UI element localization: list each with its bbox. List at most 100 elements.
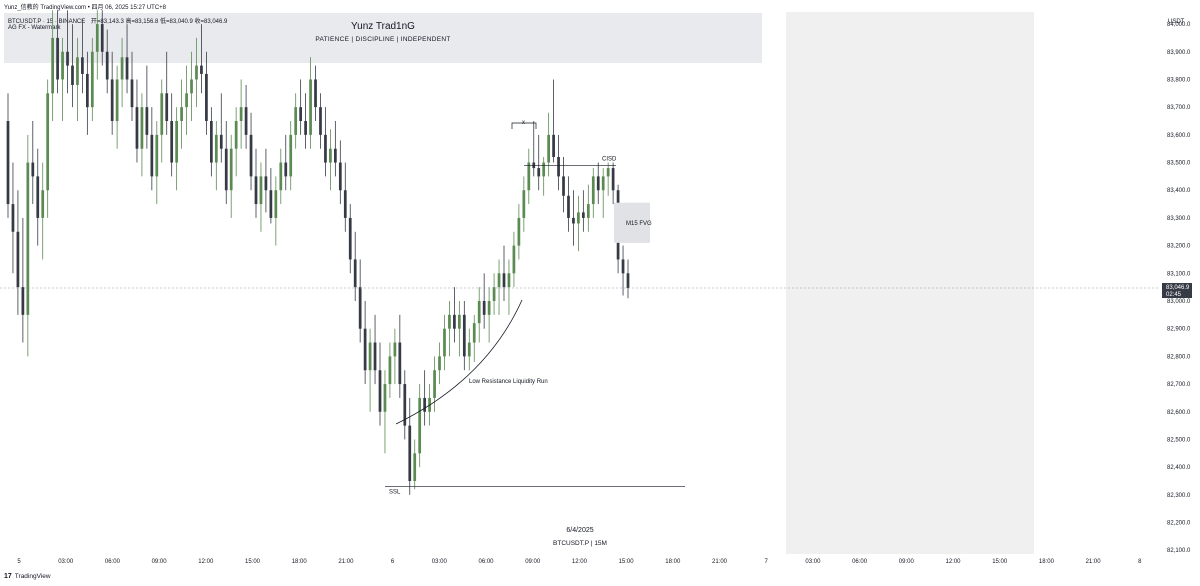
time-tick-label: 06:00 xyxy=(105,559,121,565)
price-tick-label: 83,600.0 xyxy=(1167,133,1191,139)
price-tick-label: 83,800.0 xyxy=(1167,77,1191,83)
candle-body xyxy=(150,134,154,177)
candle-body xyxy=(418,397,422,454)
liquidity-run-curve[interactable] xyxy=(395,299,523,425)
candle-body xyxy=(462,314,466,357)
candle-body xyxy=(542,162,546,177)
candle-body xyxy=(160,93,164,135)
candle-body xyxy=(626,273,630,289)
candle-body xyxy=(348,217,352,260)
candle-body xyxy=(552,134,555,157)
x-bracket xyxy=(511,122,537,129)
time-tick-label: 18:00 xyxy=(665,559,681,565)
time-tick-label: 03:00 xyxy=(432,559,448,565)
indicator-legend[interactable]: AG FX - Watermark xyxy=(8,25,61,31)
candle-body xyxy=(155,134,159,177)
candle-body xyxy=(239,107,243,121)
candle-body xyxy=(368,342,372,371)
candle-body xyxy=(269,190,273,218)
candle-series xyxy=(6,10,630,495)
candle-body xyxy=(259,176,263,205)
time-tick-label: 06:00 xyxy=(478,559,494,565)
candle-body xyxy=(289,134,293,177)
time-tick-label: 06:00 xyxy=(852,559,868,565)
price-tick-label: 83,200.0 xyxy=(1167,244,1191,250)
candle-body xyxy=(319,107,322,135)
annotations-layer: M15 FVG CISD SSL Low Resistance Liquidit… xyxy=(385,120,685,496)
candle-body xyxy=(343,190,347,218)
candle-body xyxy=(324,134,327,163)
candle-body xyxy=(105,51,109,80)
candle-body xyxy=(120,57,124,80)
price-axis[interactable]: USDT 84,000.0 83,900.0 83,800.0 83,700.0 83,… xyxy=(1167,19,1191,554)
candle-body xyxy=(26,162,30,315)
fvg-label: M15 FVG xyxy=(626,221,652,227)
candle-body xyxy=(6,121,10,205)
price-tick-label: 83,300.0 xyxy=(1167,216,1191,222)
candle-body xyxy=(443,328,446,357)
candle-body xyxy=(621,259,625,274)
current-price-value: 83,046.9 xyxy=(1166,285,1190,291)
symbol-legend[interactable]: BTCUSDT.P · 15 · BINANCE 开=83,143.3 高=83… xyxy=(8,16,231,25)
candle-body xyxy=(363,328,367,371)
time-tick-label: 21:00 xyxy=(1086,559,1102,565)
candle-body xyxy=(76,57,79,85)
price-tick-label: 82,900.0 xyxy=(1167,327,1191,333)
candle-body xyxy=(200,65,203,74)
candle-body xyxy=(294,107,298,135)
candle-body xyxy=(403,384,407,426)
current-price-label: 83,046.9 02:45 xyxy=(1162,283,1192,299)
candle-body xyxy=(522,190,526,218)
candle-body xyxy=(467,342,471,357)
candle-body xyxy=(110,79,114,121)
liquidity-run-label: Low Resistance Liquidity Run xyxy=(469,379,548,385)
candle-body xyxy=(487,301,491,315)
future-shaded-zone xyxy=(786,12,1034,554)
candle-body xyxy=(46,93,50,191)
candle-body xyxy=(433,370,436,398)
banner-title: Yunz Trad1nG xyxy=(351,21,415,32)
candle-body xyxy=(309,79,312,135)
price-tick-label: 83,100.0 xyxy=(1167,271,1191,277)
time-tick-label: 15:00 xyxy=(619,559,635,565)
time-tick-label: 5 xyxy=(17,559,21,565)
candle-body xyxy=(115,79,119,121)
candle-body xyxy=(408,425,412,481)
candle-body xyxy=(423,397,427,412)
fvg-box[interactable] xyxy=(614,202,650,243)
time-tick-label: 6 xyxy=(391,559,395,565)
tradingview-brand[interactable]: 17 TradingView xyxy=(4,573,51,580)
candle-body xyxy=(333,148,337,163)
symbol-label[interactable]: BTCUSDT.P · 15 · BINANCE xyxy=(8,19,86,25)
candle-body xyxy=(125,57,129,80)
time-axis[interactable]: 5 03:00 06:00 09:00 12:00 15:00 18:00 21:00 6 03:… xyxy=(17,559,1142,565)
candle-body xyxy=(472,323,476,343)
brand-name: TradingView xyxy=(14,573,51,580)
candle-body xyxy=(95,24,99,52)
candle-body xyxy=(398,342,402,385)
candle-body xyxy=(314,79,317,108)
candle-body xyxy=(567,195,570,218)
candle-body xyxy=(547,134,551,163)
candle-body xyxy=(249,134,253,177)
price-tick-label: 82,200.0 xyxy=(1167,521,1191,527)
candle-body xyxy=(438,356,441,371)
candle-body xyxy=(180,107,183,121)
candle-body xyxy=(562,176,565,196)
time-tick-label: 15:00 xyxy=(992,559,1008,565)
candle-body xyxy=(388,356,392,385)
candle-body xyxy=(537,168,541,177)
candle-body xyxy=(611,168,615,191)
candle-body xyxy=(557,157,560,177)
candle-body xyxy=(219,134,223,149)
candle-body xyxy=(591,176,595,205)
candle-body xyxy=(51,37,55,94)
time-tick-label: 03:00 xyxy=(805,559,821,565)
candle-body xyxy=(244,107,248,135)
time-tick-label: 8 xyxy=(1138,559,1142,565)
candle-body xyxy=(383,384,387,412)
time-tick-label: 12:00 xyxy=(572,559,588,565)
candle-body xyxy=(477,301,481,324)
candle-body xyxy=(497,273,501,288)
